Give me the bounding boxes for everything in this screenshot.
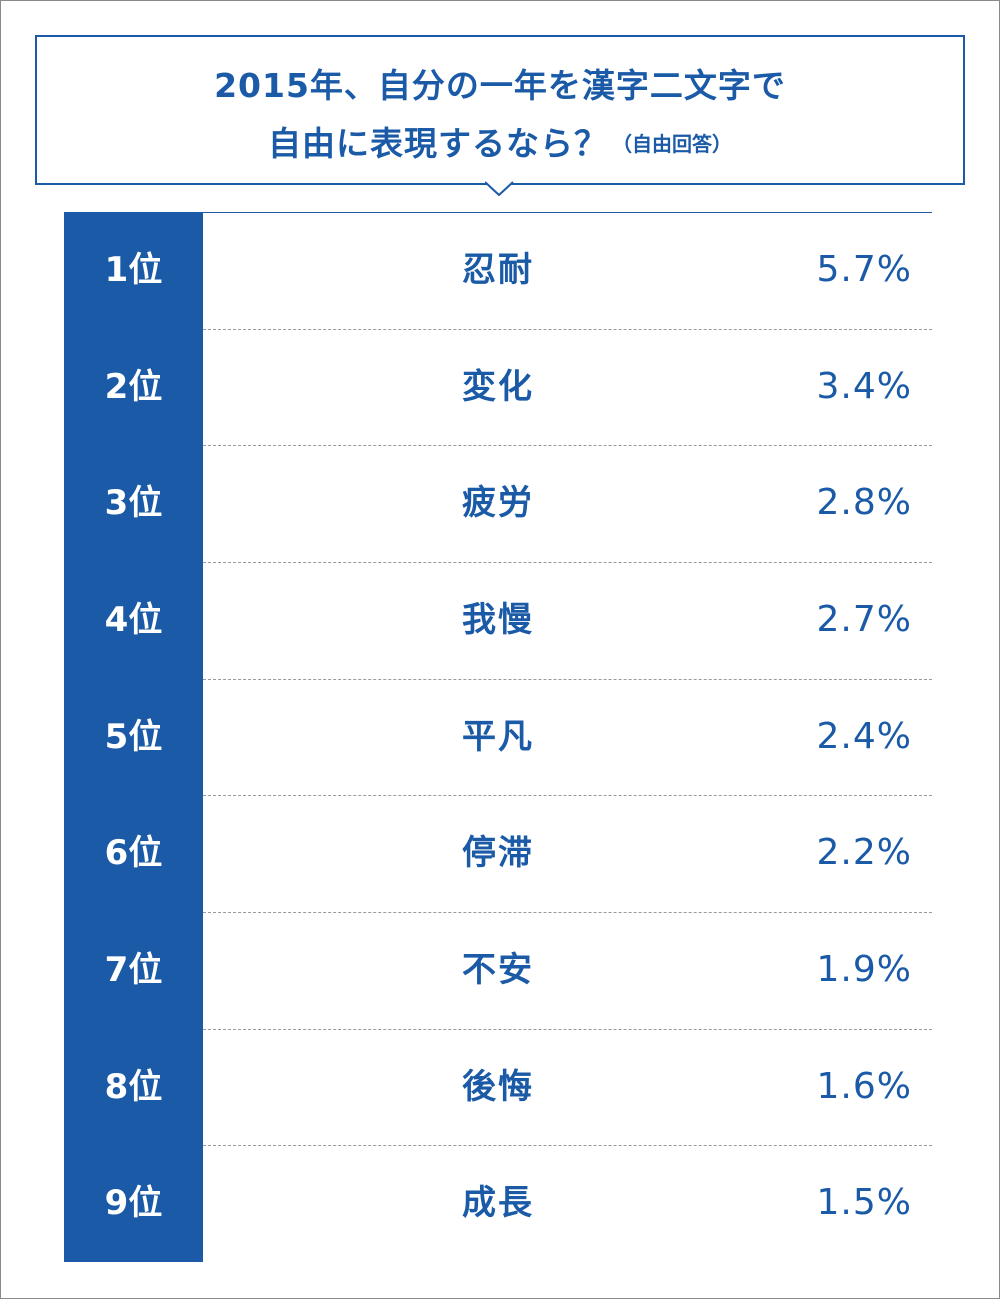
percent-value: 2.4% [816,715,912,757]
title-line-2-text: 自由に表現するなら？ [268,124,608,163]
title-line-2: 自由に表現するなら？ （自由回答） [37,117,963,165]
rank-label: 3位 [104,483,163,524]
kanji-word: 変化 [462,366,534,407]
rank-column [64,212,203,1262]
percent-value: 2.2% [816,832,912,874]
rank-label: 6位 [104,833,163,874]
table-row: 6位 停滞 2.2% [64,795,932,911]
table-row: 1位 忍耐 5.7% [64,212,932,328]
table-row: 8位 後悔 1.6% [64,1029,932,1145]
row-divider [203,795,932,797]
title-box: 2015年、自分の一年を漢字二文字で 自由に表現するなら？ （自由回答） [35,35,965,185]
table-row: 7位 不安 1.9% [64,912,932,1028]
percent-value: 1.6% [816,1065,912,1107]
table-top-rule [203,212,932,213]
rank-label: 8位 [104,1066,163,1107]
rank-label: 5位 [104,716,163,757]
row-divider [203,912,932,914]
kanji-word: 疲労 [462,483,534,524]
kanji-word: 平凡 [462,716,534,757]
rank-label: 1位 [104,250,163,290]
kanji-word: 不安 [462,950,534,991]
table-row: 9位 成長 1.5% [64,1145,932,1261]
title-line-1: 2015年、自分の一年を漢字二文字で [214,66,786,105]
table-row: 4位 我慢 2.7% [64,562,932,678]
kanji-word: 忍耐 [462,250,534,290]
percent-value: 2.7% [816,599,912,640]
kanji-word: 後悔 [462,1066,534,1107]
table-row: 3位 疲労 2.8% [64,445,932,561]
percent-value: 1.5% [816,1182,912,1224]
rank-label: 7位 [104,950,163,991]
row-divider [203,678,932,680]
kanji-word: 成長 [462,1183,534,1224]
row-divider [203,328,932,330]
kanji-word: 我慢 [462,600,534,640]
table-row: 5位 平凡 2.4% [64,679,932,795]
row-divider [203,1145,932,1147]
percent-value: 1.9% [816,949,912,991]
row-divider [203,562,932,563]
title-note: （自由回答） [612,132,732,156]
rank-label: 9位 [104,1183,163,1224]
rank-label: 4位 [104,600,163,640]
speech-pointer-icon [485,181,514,196]
row-divider [203,1028,932,1030]
ranking-table: 1位 忍耐 5.7% 2位 変化 3.4% 3位 疲労 2.8% 4位 我慢 2.7% 5位 平凡 2.4%… [64,212,932,1262]
percent-value: 3.4% [816,365,912,407]
percent-value: 5.7% [816,249,912,290]
rank-label: 2位 [104,366,163,407]
kanji-word: 停滞 [462,833,534,874]
percent-value: 2.8% [816,482,912,524]
table-row: 2位 変化 3.4% [64,329,932,445]
row-divider [203,445,932,447]
